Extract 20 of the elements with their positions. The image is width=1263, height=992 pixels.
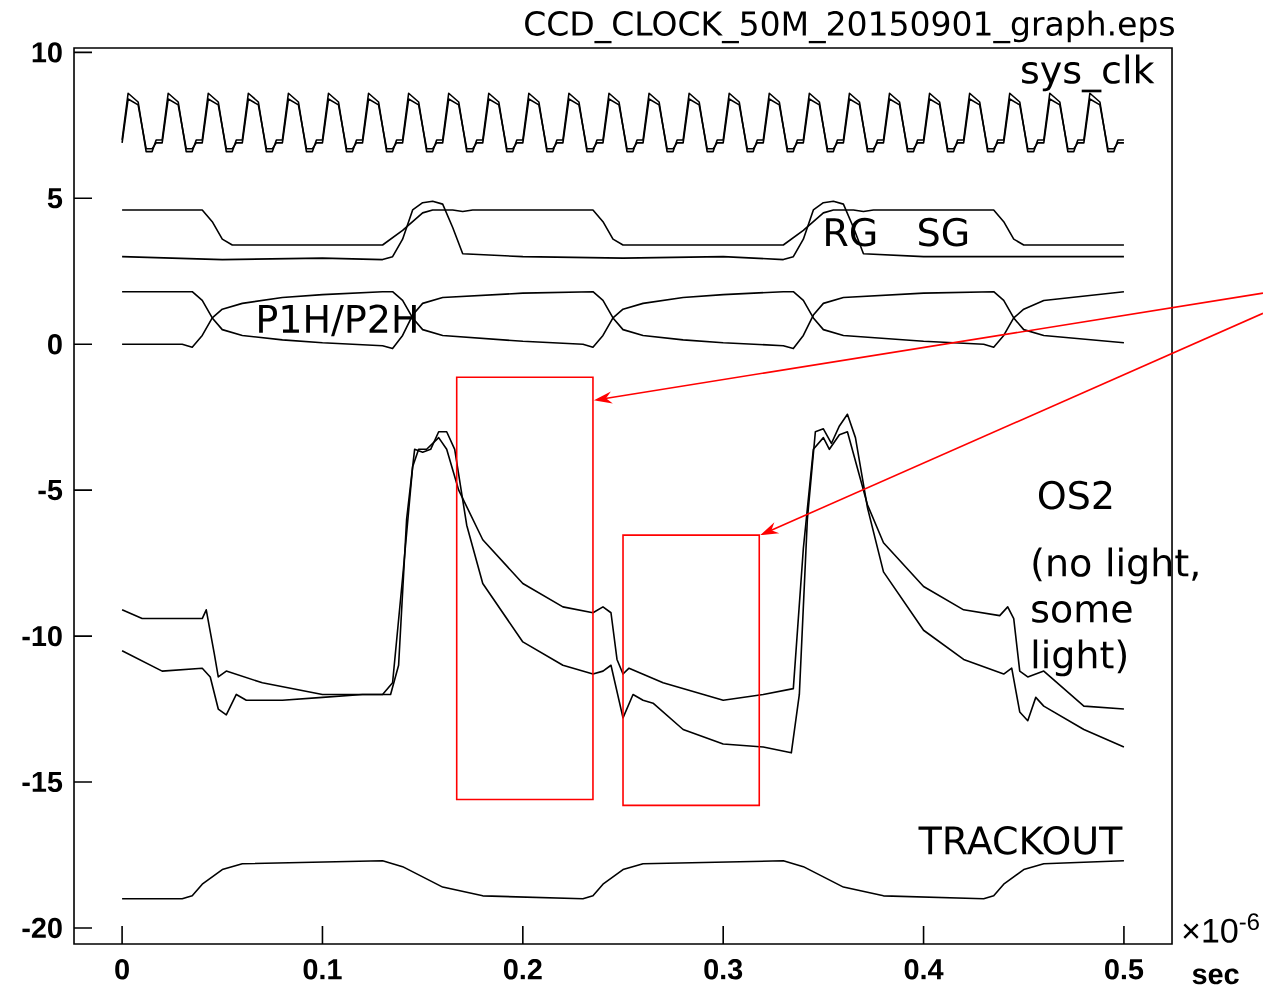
y-tick-label: 0	[48, 334, 62, 355]
x-tick-label: 0.3	[704, 959, 743, 980]
x-tick-label: 0.2	[503, 959, 542, 980]
x-tick-label: 0.4	[904, 959, 944, 980]
chart-title: CCD_CLOCK_50M_20150901_graph.eps	[525, 10, 1174, 44]
annotation: sys_clk	[1022, 54, 1155, 93]
annotation: OS2	[1038, 480, 1112, 510]
annotation: SG	[919, 217, 968, 247]
y-tick-label: -15	[22, 771, 63, 793]
text: ×10$^{-6}$	[1183, 913, 1259, 943]
x-tick-label: 0	[115, 959, 129, 980]
y-tick-label: 10	[32, 42, 62, 63]
x-tick-label: 0.1	[303, 959, 342, 980]
annotation: TRACKOUT	[918, 826, 1123, 855]
y-tick-label: -5	[38, 480, 63, 501]
y-tick-label: 5	[47, 188, 63, 209]
x-tick-label: 0.5	[1105, 959, 1144, 980]
x-axis-title: sec	[1192, 968, 1239, 985]
y-tick-label: -20	[22, 917, 62, 939]
y-tick-label: -10	[22, 625, 62, 647]
